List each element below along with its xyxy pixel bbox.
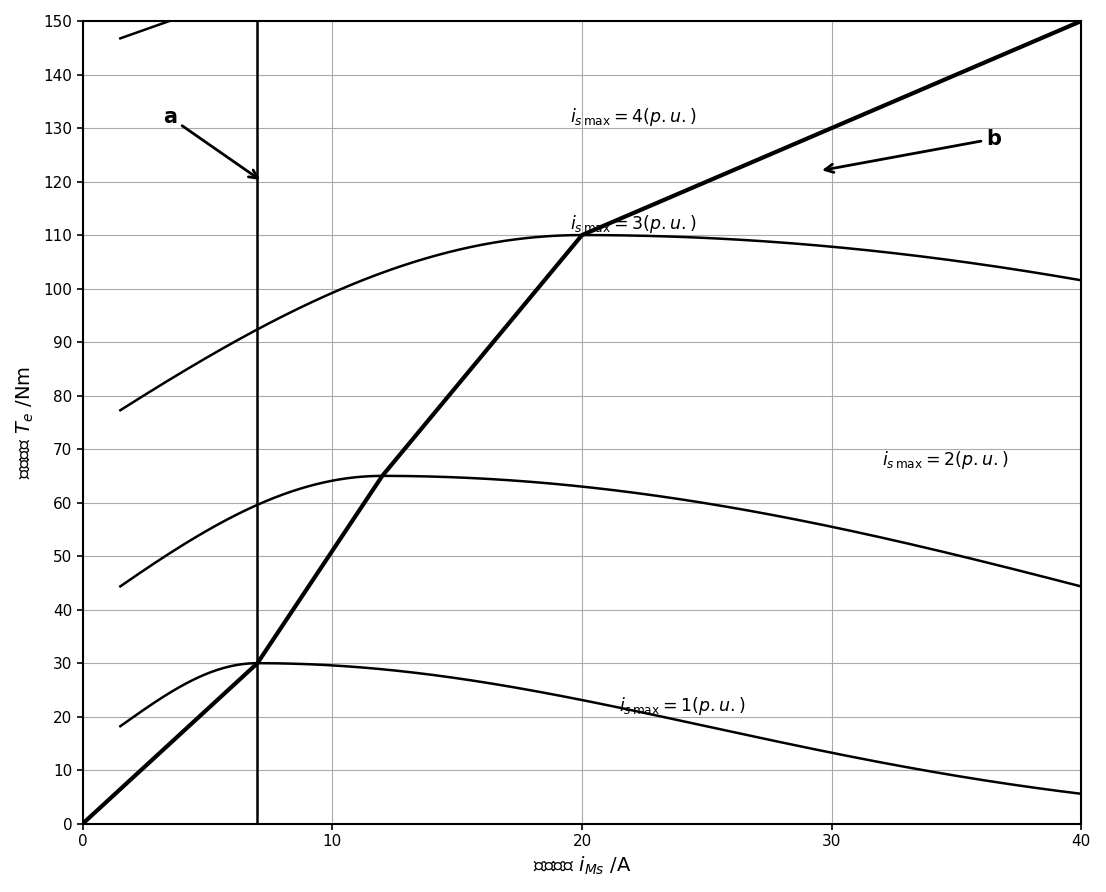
Text: $i_{s\,\mathrm{max}}=3(p.u.)$: $i_{s\,\mathrm{max}}=3(p.u.)$ bbox=[570, 213, 696, 235]
Text: b: b bbox=[825, 128, 1002, 172]
Text: a: a bbox=[163, 107, 258, 178]
X-axis label: 励磁电流 $i_{Ms}$ /A: 励磁电流 $i_{Ms}$ /A bbox=[533, 855, 632, 877]
Text: $i_{s\,\mathrm{max}}=4(p.u.)$: $i_{s\,\mathrm{max}}=4(p.u.)$ bbox=[570, 106, 696, 128]
Y-axis label: 电磁转矩 $T_e$ /Nm: 电磁转矩 $T_e$ /Nm bbox=[15, 366, 36, 479]
Text: $i_{s\,\mathrm{max}}=2(p.u.)$: $i_{s\,\mathrm{max}}=2(p.u.)$ bbox=[881, 449, 1008, 471]
Text: $i_{s\,\mathrm{max}}=1(p.u.)$: $i_{s\,\mathrm{max}}=1(p.u.)$ bbox=[619, 695, 745, 717]
